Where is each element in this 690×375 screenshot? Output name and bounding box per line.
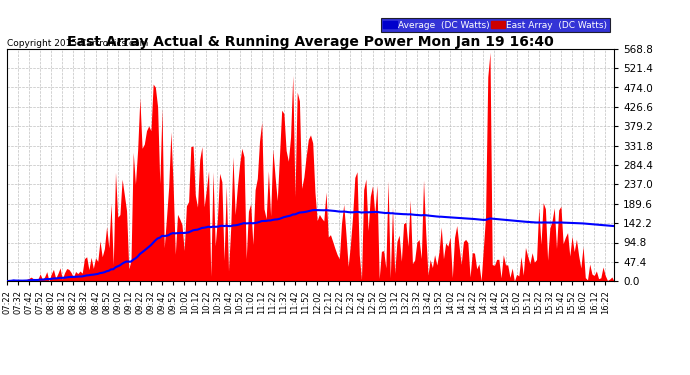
Legend: Average  (DC Watts), East Array  (DC Watts): Average (DC Watts), East Array (DC Watts… (381, 18, 609, 32)
Text: Copyright 2015 Cartronics.com: Copyright 2015 Cartronics.com (7, 39, 148, 48)
Title: East Array Actual & Running Average Power Mon Jan 19 16:40: East Array Actual & Running Average Powe… (67, 35, 554, 49)
